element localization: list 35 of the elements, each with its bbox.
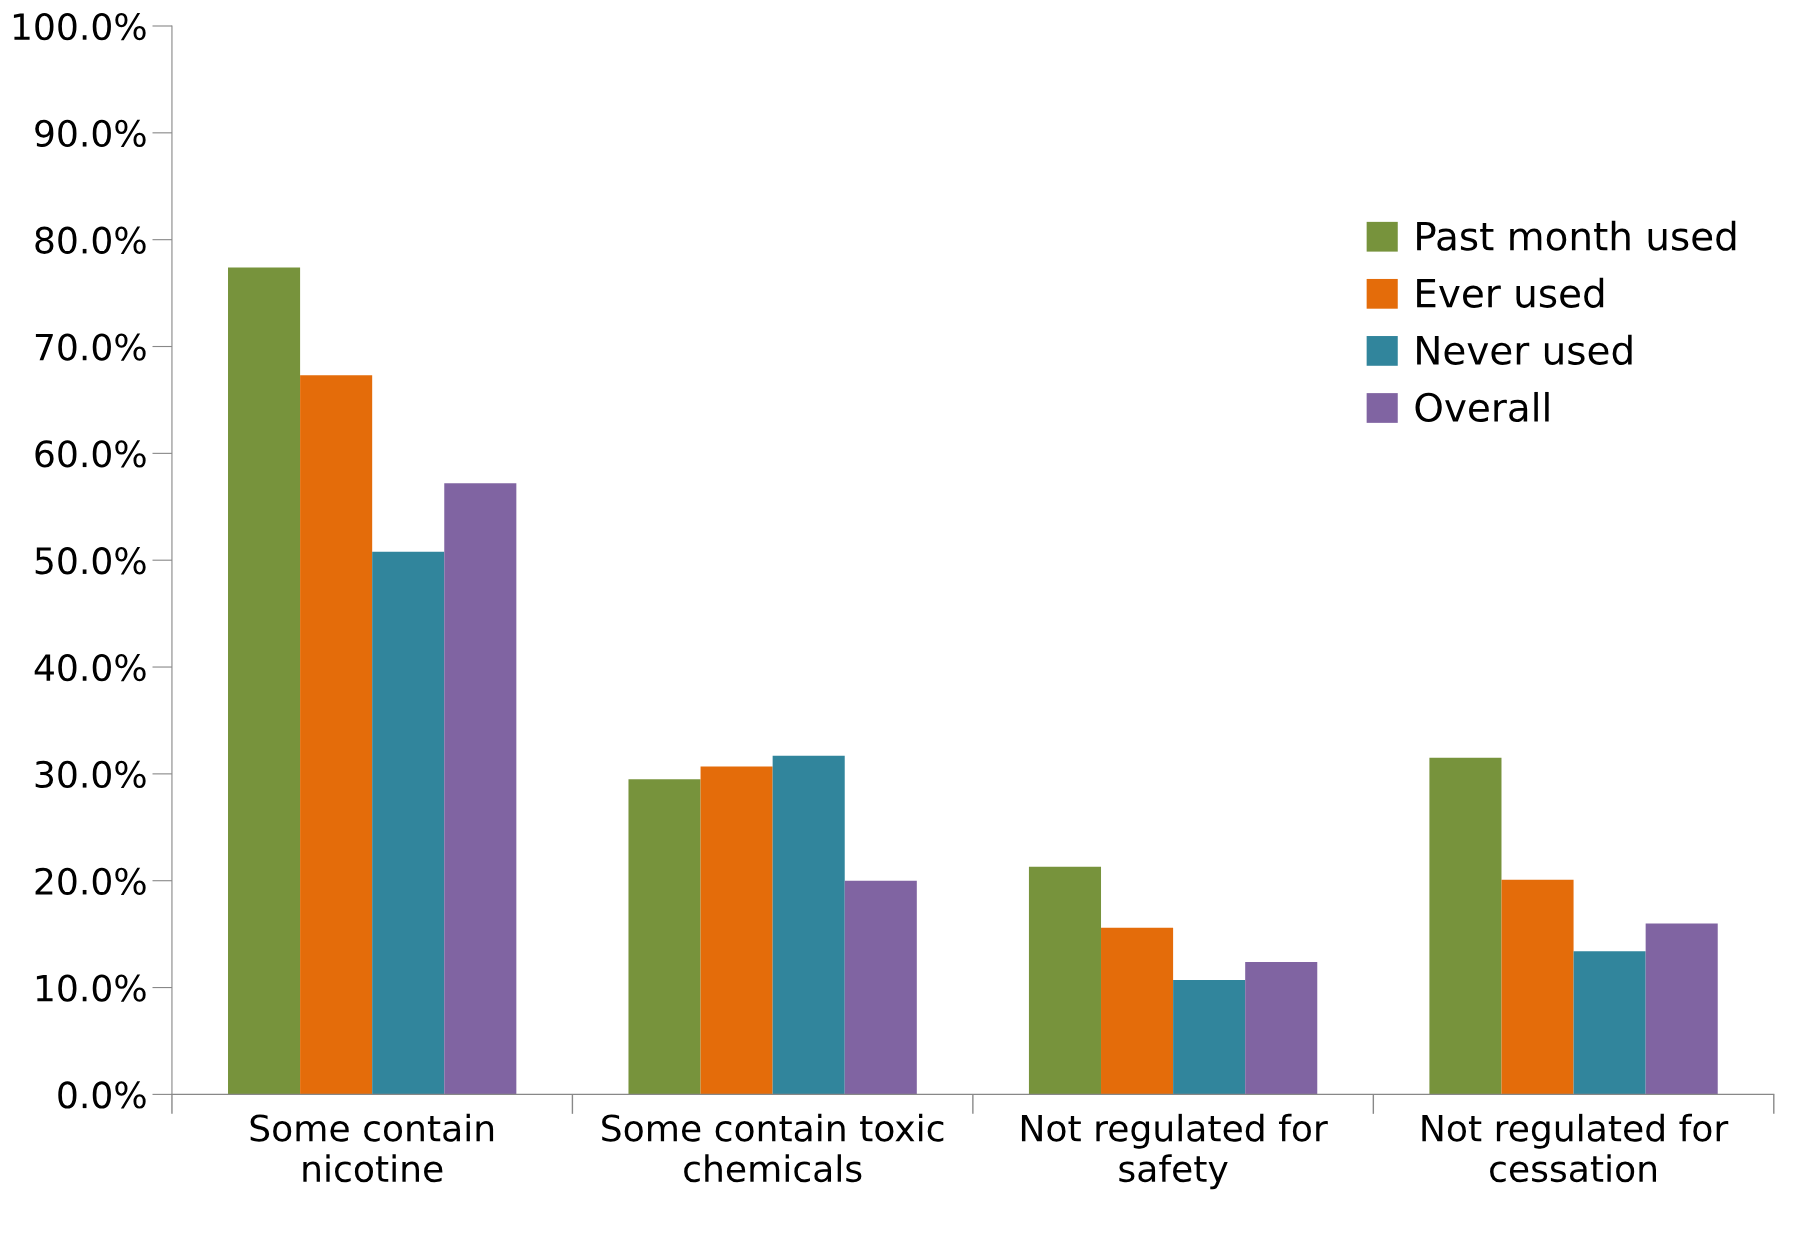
x-tick-label: Some contain nicotine [250, 1113, 494, 1183]
y-tick-label: 30.0% [35, 760, 146, 789]
legend-label: Overall [1415, 391, 1549, 423]
y-tick-label: 90.0% [35, 119, 146, 148]
x-tick-label: Not regulated for safety [1021, 1113, 1328, 1190]
legend-label: Ever used [1417, 277, 1604, 308]
bar [700, 766, 773, 1095]
y-tick-label: 60.0% [35, 440, 146, 468]
bar [1501, 879, 1574, 1095]
y-tick-label: 50.0% [35, 547, 146, 575]
y-tick-label: 40.0% [34, 653, 146, 682]
bar [1573, 951, 1646, 1095]
y-tick-label: 70.0% [35, 333, 146, 361]
bar [844, 880, 917, 1095]
y-tick-label: 20.0% [35, 867, 146, 895]
bar [1028, 866, 1102, 1095]
legend-label: Past month used [1417, 220, 1736, 251]
y-tick-label: 100.0% [13, 12, 146, 41]
bar [1645, 923, 1718, 1095]
bar [1173, 980, 1246, 1095]
bar [300, 375, 373, 1095]
x-tick-label: Not regulated for cessation [1422, 1113, 1729, 1183]
legend-label: Never used [1417, 334, 1632, 365]
y-tick-label: 10.0% [36, 974, 146, 1002]
bar [444, 483, 517, 1095]
bar [1245, 961, 1318, 1095]
bar [1429, 757, 1502, 1095]
bar [1101, 927, 1174, 1095]
y-tick-label: 80.0% [35, 226, 146, 254]
bar [228, 267, 301, 1095]
bar [772, 755, 845, 1095]
y-tick-label: 0.0% [58, 1081, 146, 1109]
bar [628, 779, 701, 1095]
bar [372, 551, 445, 1095]
x-tick-label: Some contain toxic chemicals [602, 1113, 944, 1183]
